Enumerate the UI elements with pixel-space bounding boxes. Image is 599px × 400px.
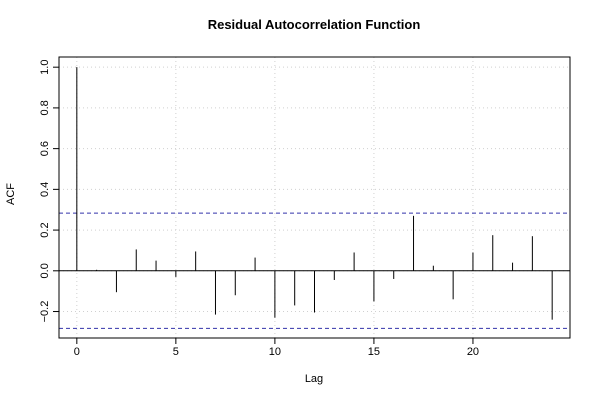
axes: 0 5 10 15 20 −0.2 0.0 0.2 0.4 0.6 0.8 1.0 xyxy=(39,60,479,358)
x-tick-label: 20 xyxy=(467,346,479,358)
y-tick-label: 0.8 xyxy=(39,100,51,115)
x-tick-label: 10 xyxy=(269,346,281,358)
chart-title: Residual Autocorrelation Function xyxy=(208,17,421,32)
x-axis-label: Lag xyxy=(305,373,323,385)
y-tick-label: 0.0 xyxy=(39,263,51,278)
y-tick-label: 0.2 xyxy=(39,222,51,237)
y-tick-label: 0.6 xyxy=(39,141,51,156)
y-tick-label: 0.4 xyxy=(39,182,51,197)
y-tick-label: −0.2 xyxy=(39,301,51,323)
y-tick-label: 1.0 xyxy=(39,60,51,75)
acf-bars xyxy=(76,67,553,320)
x-tick-label: 5 xyxy=(173,346,179,358)
plot-frame xyxy=(58,56,571,339)
x-tick-label: 0 xyxy=(74,346,80,358)
y-axis-label: ACF xyxy=(5,183,17,205)
x-tick-label: 15 xyxy=(368,346,380,358)
